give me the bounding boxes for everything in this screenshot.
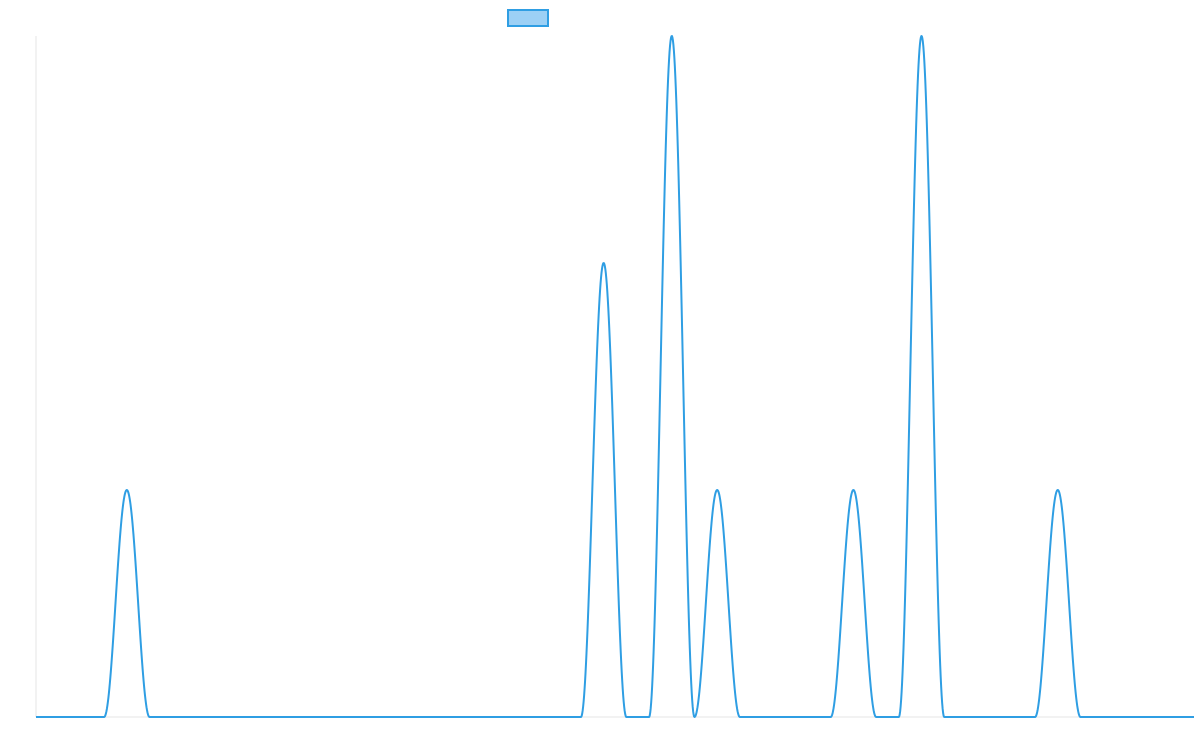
series-group: [35, 35, 1195, 718]
legend-swatch[interactable]: [507, 9, 549, 27]
legend[interactable]: [507, 9, 549, 27]
axes: [35, 36, 1194, 718]
series-line: [35, 35, 1195, 718]
